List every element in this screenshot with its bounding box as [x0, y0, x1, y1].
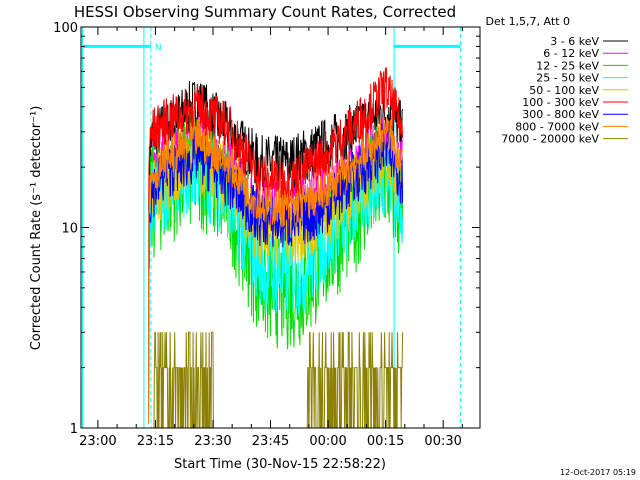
- legend-header: Det 1,5,7, Att 0: [486, 15, 570, 28]
- legend-entry-label-2: 12 - 25 keV: [536, 59, 599, 72]
- axis-ticks: 23:00 23:15 23:30 23:45 00:00 00:15 00:30 1 10 10…: [53, 21, 480, 449]
- legend-entry-label-5: 100 - 300 keV: [522, 96, 599, 109]
- y-axis-label: Corrected Count Rate (s⁻¹ detector⁻¹): [29, 106, 44, 351]
- legend-entry-label-3: 25 - 50 keV: [536, 72, 599, 85]
- x-tick-label-1: 23:15: [137, 434, 174, 449]
- legend-entry-label-7: 800 - 7000 keV: [515, 120, 599, 133]
- x-axis-label: Start Time (30-Nov-15 22:58:22): [174, 457, 386, 472]
- x-tick-label-5: 00:15: [367, 434, 404, 449]
- flag-label-0: N: [155, 43, 162, 53]
- x-tick-label-0: 23:00: [79, 434, 116, 449]
- legend-entry-label-8: 7000 - 20000 keV: [501, 133, 599, 146]
- series-line-4: [148, 124, 404, 424]
- series-layer: [148, 67, 404, 429]
- footer-timestamp: 12-Oct-2017 05:19: [560, 468, 636, 477]
- chart-title: HESSI Observing Summary Count Rates, Cor…: [74, 3, 456, 21]
- x-tick-label-6: 00:30: [424, 434, 461, 449]
- y-tick-label-2: 100: [53, 21, 78, 36]
- series-line-6: [148, 123, 404, 424]
- series-line-8: [148, 331, 404, 429]
- legend-entry-label-6: 300 - 800 keV: [522, 108, 599, 121]
- legend-entry-label-0: 3 - 6 keV: [550, 35, 599, 48]
- series-line-7: [148, 113, 404, 424]
- y-tick-label-1: 10: [61, 222, 78, 237]
- x-tick-label-4: 00:00: [309, 434, 346, 449]
- legend-entry-label-4: 50 - 100 keV: [529, 84, 599, 97]
- y-tick-label-0: 1: [70, 422, 78, 437]
- x-tick-label-3: 23:45: [252, 434, 289, 449]
- series-line-5: [148, 67, 404, 424]
- legend-entry-label-1: 6 - 12 keV: [543, 47, 599, 60]
- x-tick-label-2: 23:30: [194, 434, 231, 449]
